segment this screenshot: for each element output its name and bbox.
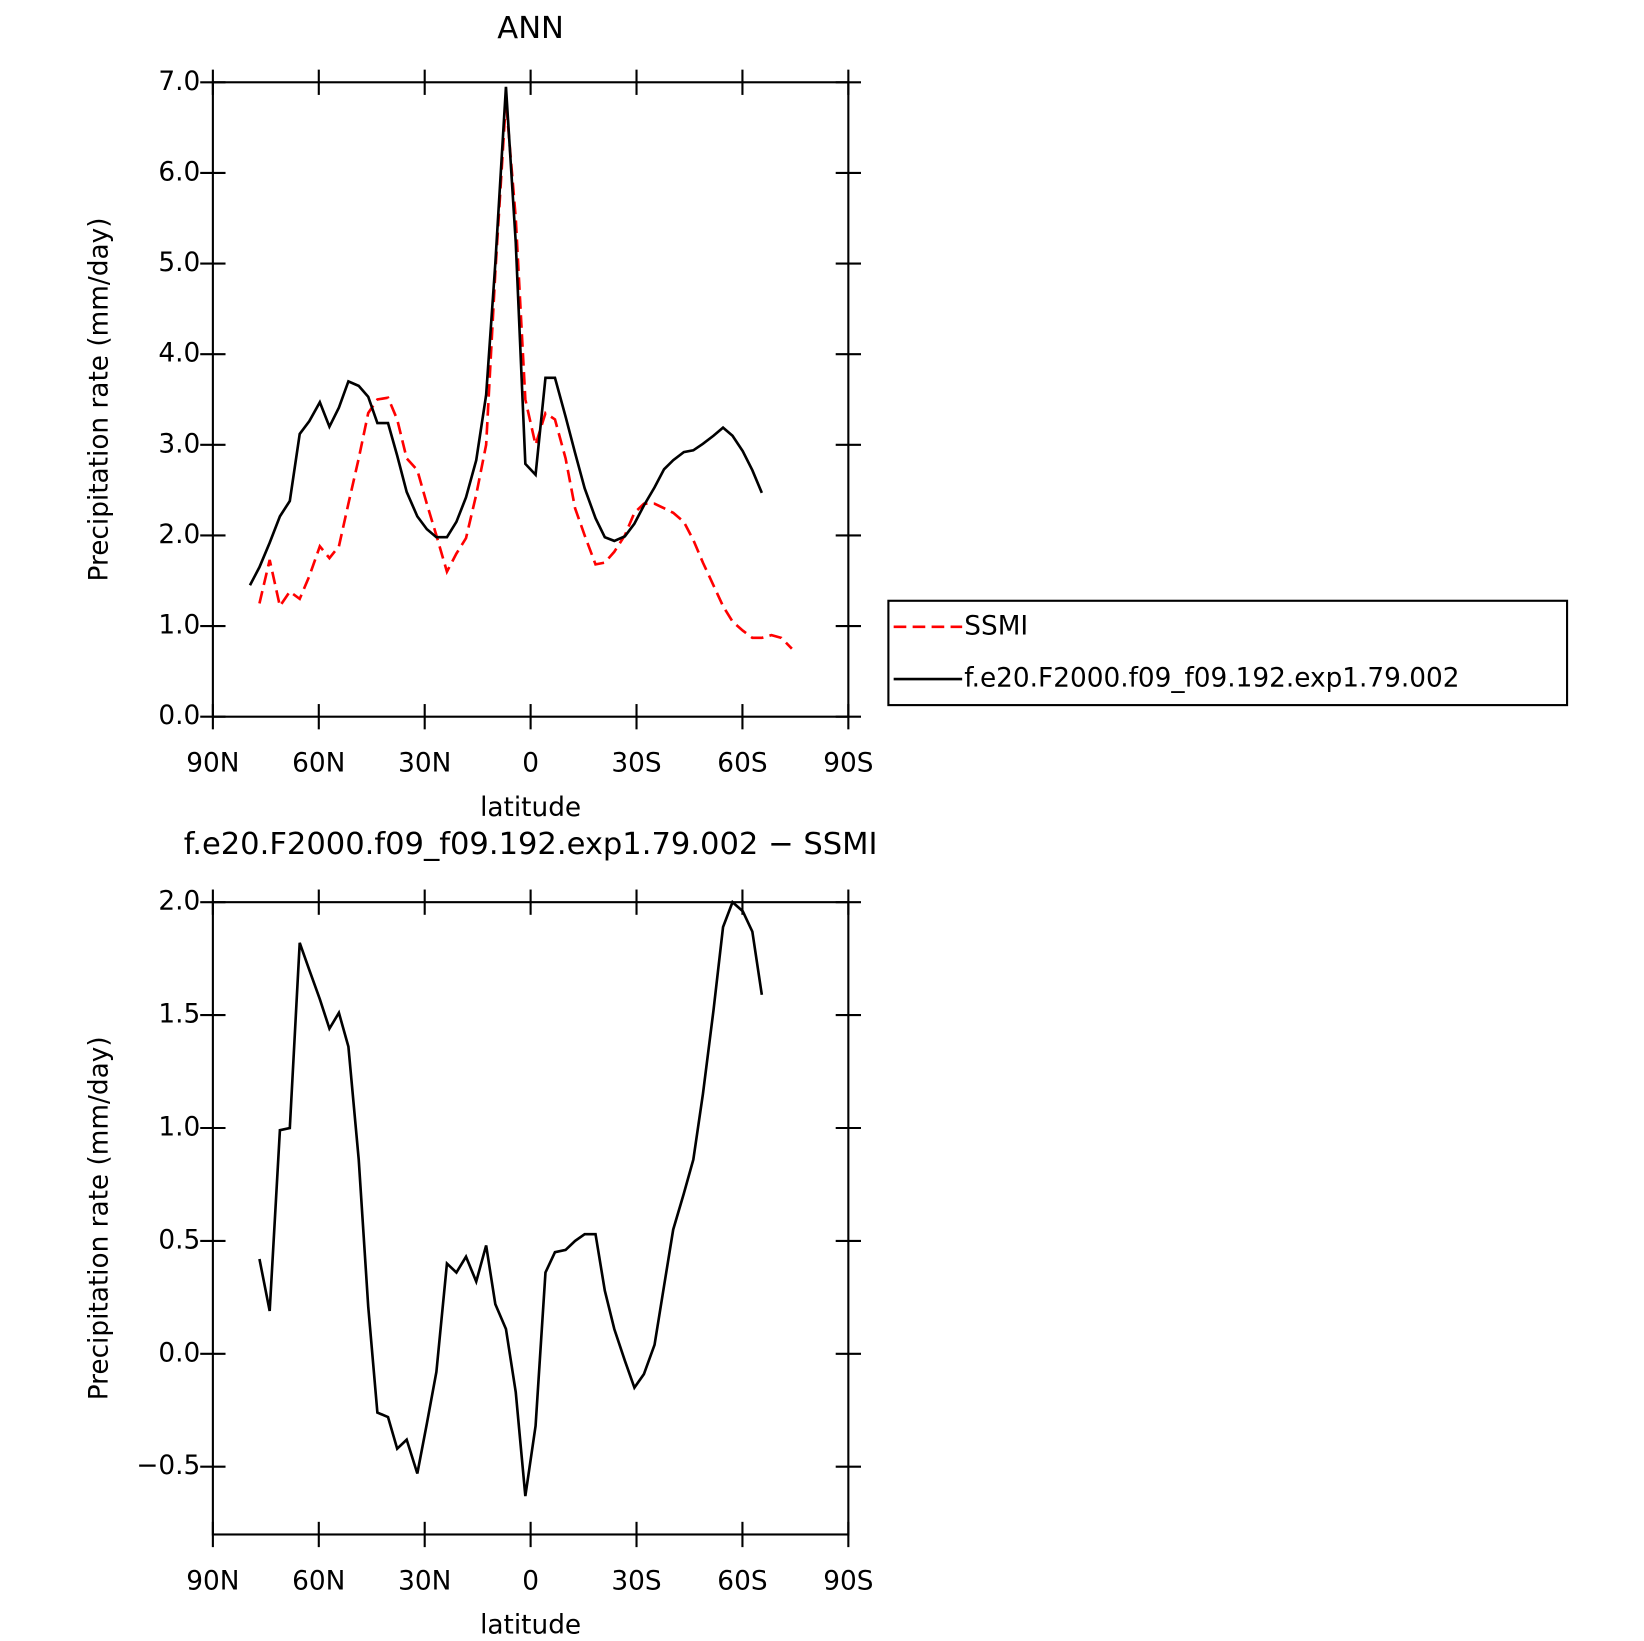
x-tick-label: 30S: [611, 749, 661, 779]
legend-label: SSMI: [964, 611, 1028, 641]
x-tick-label: 30N: [398, 1566, 451, 1596]
y-axis-label: Precipitation rate (mm/day): [85, 218, 115, 582]
x-tick-label: 90S: [823, 749, 873, 779]
y-tick-label: 4.0: [158, 339, 200, 369]
y-tick-label: 0.5: [158, 1225, 200, 1255]
x-tick-label: 90N: [186, 749, 239, 779]
y-tick-label: 0.0: [158, 1338, 200, 1368]
chart-title: ANN: [497, 11, 564, 46]
y-tick-label: 1.5: [158, 1000, 200, 1030]
x-tick-label: 60N: [292, 749, 345, 779]
y-tick-label: 5.0: [158, 248, 200, 278]
x-tick-label: 60S: [717, 749, 767, 779]
y-tick-label: 0.0: [158, 701, 200, 731]
data-line: [258, 100, 793, 650]
y-tick-label: 7.0: [158, 67, 200, 97]
y-tick-label: 2.0: [158, 520, 200, 550]
x-tick-label: 60N: [292, 1566, 345, 1596]
y-tick-label: −0.5: [136, 1451, 200, 1481]
x-tick-label: 0: [522, 749, 539, 779]
data-line: [248, 86, 764, 586]
x-tick-label: 30S: [611, 1566, 661, 1596]
x-axis-label: latitude: [480, 793, 581, 823]
y-tick-label: 1.0: [158, 1112, 200, 1142]
plot-frame: [211, 901, 850, 1536]
data-line: [258, 899, 764, 1497]
chart-title: f.e20.F2000.f09_f09.192.exp1.79.002 − SS…: [184, 827, 878, 862]
y-tick-label: 1.0: [158, 611, 200, 641]
x-tick-label: 60S: [717, 1566, 767, 1596]
plot-frame: [211, 81, 850, 718]
x-axis-label: latitude: [480, 1611, 581, 1641]
legend-label: f.e20.F2000.f09_f09.192.exp1.79.002: [964, 664, 1459, 694]
x-tick-label: 30N: [398, 749, 451, 779]
y-tick-label: 2.0: [158, 887, 200, 917]
y-axis-label: Precipitation rate (mm/day): [85, 1036, 115, 1400]
y-tick-label: 6.0: [158, 157, 200, 187]
y-tick-label: 3.0: [158, 429, 200, 459]
x-tick-label: 90S: [823, 1566, 873, 1596]
x-tick-label: 0: [522, 1566, 539, 1596]
legend-box: [887, 599, 1569, 707]
x-tick-label: 90N: [186, 1566, 239, 1596]
